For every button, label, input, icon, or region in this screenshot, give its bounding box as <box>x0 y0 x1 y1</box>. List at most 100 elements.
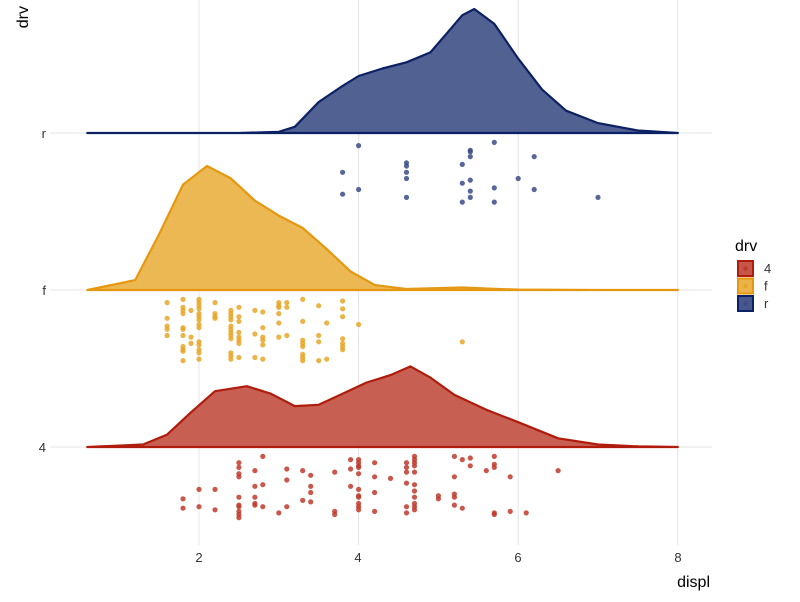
point-f <box>212 300 218 306</box>
point-4 <box>403 504 410 510</box>
point-r <box>595 194 601 200</box>
point-f <box>340 298 346 304</box>
point-f <box>324 320 330 326</box>
point-f <box>180 311 186 317</box>
point-4 <box>284 466 290 472</box>
point-4 <box>403 464 410 470</box>
point-f <box>236 354 242 361</box>
point-r <box>403 175 410 182</box>
point-f <box>180 358 186 364</box>
point-4 <box>252 502 258 508</box>
point-r <box>491 185 497 191</box>
point-r <box>356 143 362 149</box>
point-4 <box>308 472 314 478</box>
point-f <box>196 342 202 348</box>
point-4 <box>507 508 513 514</box>
point-f <box>196 350 202 356</box>
point-f <box>212 315 218 321</box>
point-r <box>459 161 465 167</box>
point-f <box>236 318 242 324</box>
point-4 <box>403 460 410 466</box>
point-f <box>188 340 194 346</box>
legend-key-point-4 <box>743 266 748 271</box>
point-4 <box>372 508 378 514</box>
point-f <box>180 348 186 354</box>
density-4 <box>86 365 679 449</box>
point-f <box>340 336 346 342</box>
legend-label: r <box>764 296 769 311</box>
point-f <box>180 296 186 302</box>
point-4 <box>411 463 418 469</box>
point-4 <box>300 497 306 503</box>
point-4 <box>451 494 457 500</box>
point-r <box>467 154 473 160</box>
x-axis-ticks: 2 4 6 8 <box>195 550 681 565</box>
point-f <box>316 303 322 309</box>
point-4 <box>372 460 378 466</box>
point-4 <box>372 474 378 480</box>
point-4 <box>356 507 362 513</box>
point-r <box>467 188 473 194</box>
y-tick-label: f <box>42 283 46 298</box>
point-4 <box>348 466 354 472</box>
point-f <box>276 304 282 310</box>
point-f <box>300 296 306 302</box>
y-tick-label: 4 <box>39 440 46 455</box>
point-4 <box>411 507 418 513</box>
point-f <box>228 317 234 323</box>
point-4 <box>387 475 394 481</box>
point-f <box>196 306 202 312</box>
point-f <box>196 356 202 362</box>
point-r <box>340 191 346 197</box>
point-4 <box>491 511 497 518</box>
point-4 <box>332 469 338 475</box>
points-layer <box>164 139 601 521</box>
point-4 <box>260 453 266 459</box>
x-tick-label: 6 <box>514 550 521 565</box>
point-f <box>180 332 186 339</box>
point-4 <box>523 510 529 516</box>
point-4 <box>507 474 513 480</box>
point-f <box>236 304 242 310</box>
point-f <box>276 311 282 317</box>
point-4 <box>260 504 266 510</box>
point-f <box>284 332 290 339</box>
y-axis-title: drv <box>15 6 32 28</box>
point-4 <box>411 494 418 500</box>
point-r <box>356 186 362 193</box>
point-4 <box>236 494 242 500</box>
point-4 <box>451 474 457 480</box>
point-f <box>276 320 282 326</box>
density-f <box>86 164 679 292</box>
point-4 <box>236 464 242 470</box>
point-4 <box>260 482 266 488</box>
point-r <box>459 180 465 186</box>
point-4 <box>555 468 561 474</box>
point-4 <box>467 455 473 461</box>
point-4 <box>451 502 457 508</box>
point-4 <box>491 464 497 470</box>
y-axis-ticks: 4 f r <box>39 126 47 455</box>
point-f <box>228 336 234 342</box>
point-r <box>403 169 410 175</box>
point-4 <box>403 510 410 516</box>
point-f <box>459 339 465 345</box>
point-4 <box>356 486 362 492</box>
point-4 <box>308 499 314 505</box>
point-f <box>196 317 202 323</box>
point-f <box>180 326 186 332</box>
point-4 <box>435 496 441 502</box>
point-f <box>340 347 346 353</box>
point-4 <box>308 483 314 489</box>
point-4 <box>236 504 242 510</box>
point-4 <box>236 515 242 521</box>
point-4 <box>252 483 258 489</box>
point-4 <box>236 460 242 466</box>
point-4 <box>284 504 290 510</box>
point-f <box>356 321 362 328</box>
point-4 <box>332 511 338 518</box>
x-axis-title: displ <box>677 574 710 591</box>
point-f <box>196 325 202 331</box>
point-4 <box>308 489 314 496</box>
point-f <box>316 358 322 364</box>
